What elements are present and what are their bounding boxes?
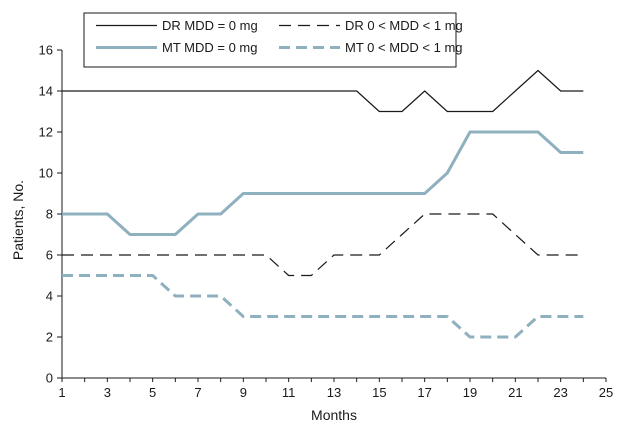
x-tick-label: 3	[104, 385, 111, 400]
series-line-1	[62, 69, 584, 113]
x-tick-label: 15	[372, 385, 386, 400]
x-tick-label: 25	[599, 385, 613, 400]
x-axis-title: Months	[311, 407, 357, 423]
y-axis-title: Patients, No.	[10, 180, 26, 260]
chart-legend: DR MDD = 0 mg DR 0 < MDD < 1 mg MT MDD = 0…	[83, 12, 463, 68]
y-tick-label: 12	[39, 125, 53, 140]
series-line-2	[62, 213, 584, 277]
legend-box	[83, 12, 457, 68]
y-tick-label: 14	[39, 84, 53, 99]
chart-series-lines	[62, 69, 584, 339]
legend-label-4: MT 0 < MDD < 1 mg	[345, 40, 463, 55]
x-tick-label: 21	[508, 385, 522, 400]
x-tick-label: 7	[194, 385, 201, 400]
y-tick-label: 10	[39, 166, 53, 181]
legend-label-1: DR MDD = 0 mg	[162, 18, 258, 33]
y-tick-label: 4	[46, 289, 53, 304]
x-tick-label: 19	[463, 385, 477, 400]
y-tick-label: 6	[46, 248, 53, 263]
series-line-4	[62, 274, 584, 339]
x-tick-label: 13	[327, 385, 341, 400]
x-tick-label: 23	[553, 385, 567, 400]
x-tick-label: 9	[240, 385, 247, 400]
x-tick-label: 11	[282, 385, 296, 400]
y-tick-label: 8	[46, 207, 53, 222]
series-line-3	[62, 130, 584, 236]
x-tick-label: 17	[417, 385, 431, 400]
y-tick-label: 2	[46, 330, 53, 345]
x-tick-label: 5	[149, 385, 156, 400]
y-tick-label: 16	[39, 43, 53, 58]
y-tick-label: 0	[46, 371, 53, 386]
legend-label-3: MT MDD = 0 mg	[162, 40, 257, 55]
legend-label-2: DR 0 < MDD < 1 mg	[345, 18, 463, 33]
x-tick-label: 1	[58, 385, 65, 400]
